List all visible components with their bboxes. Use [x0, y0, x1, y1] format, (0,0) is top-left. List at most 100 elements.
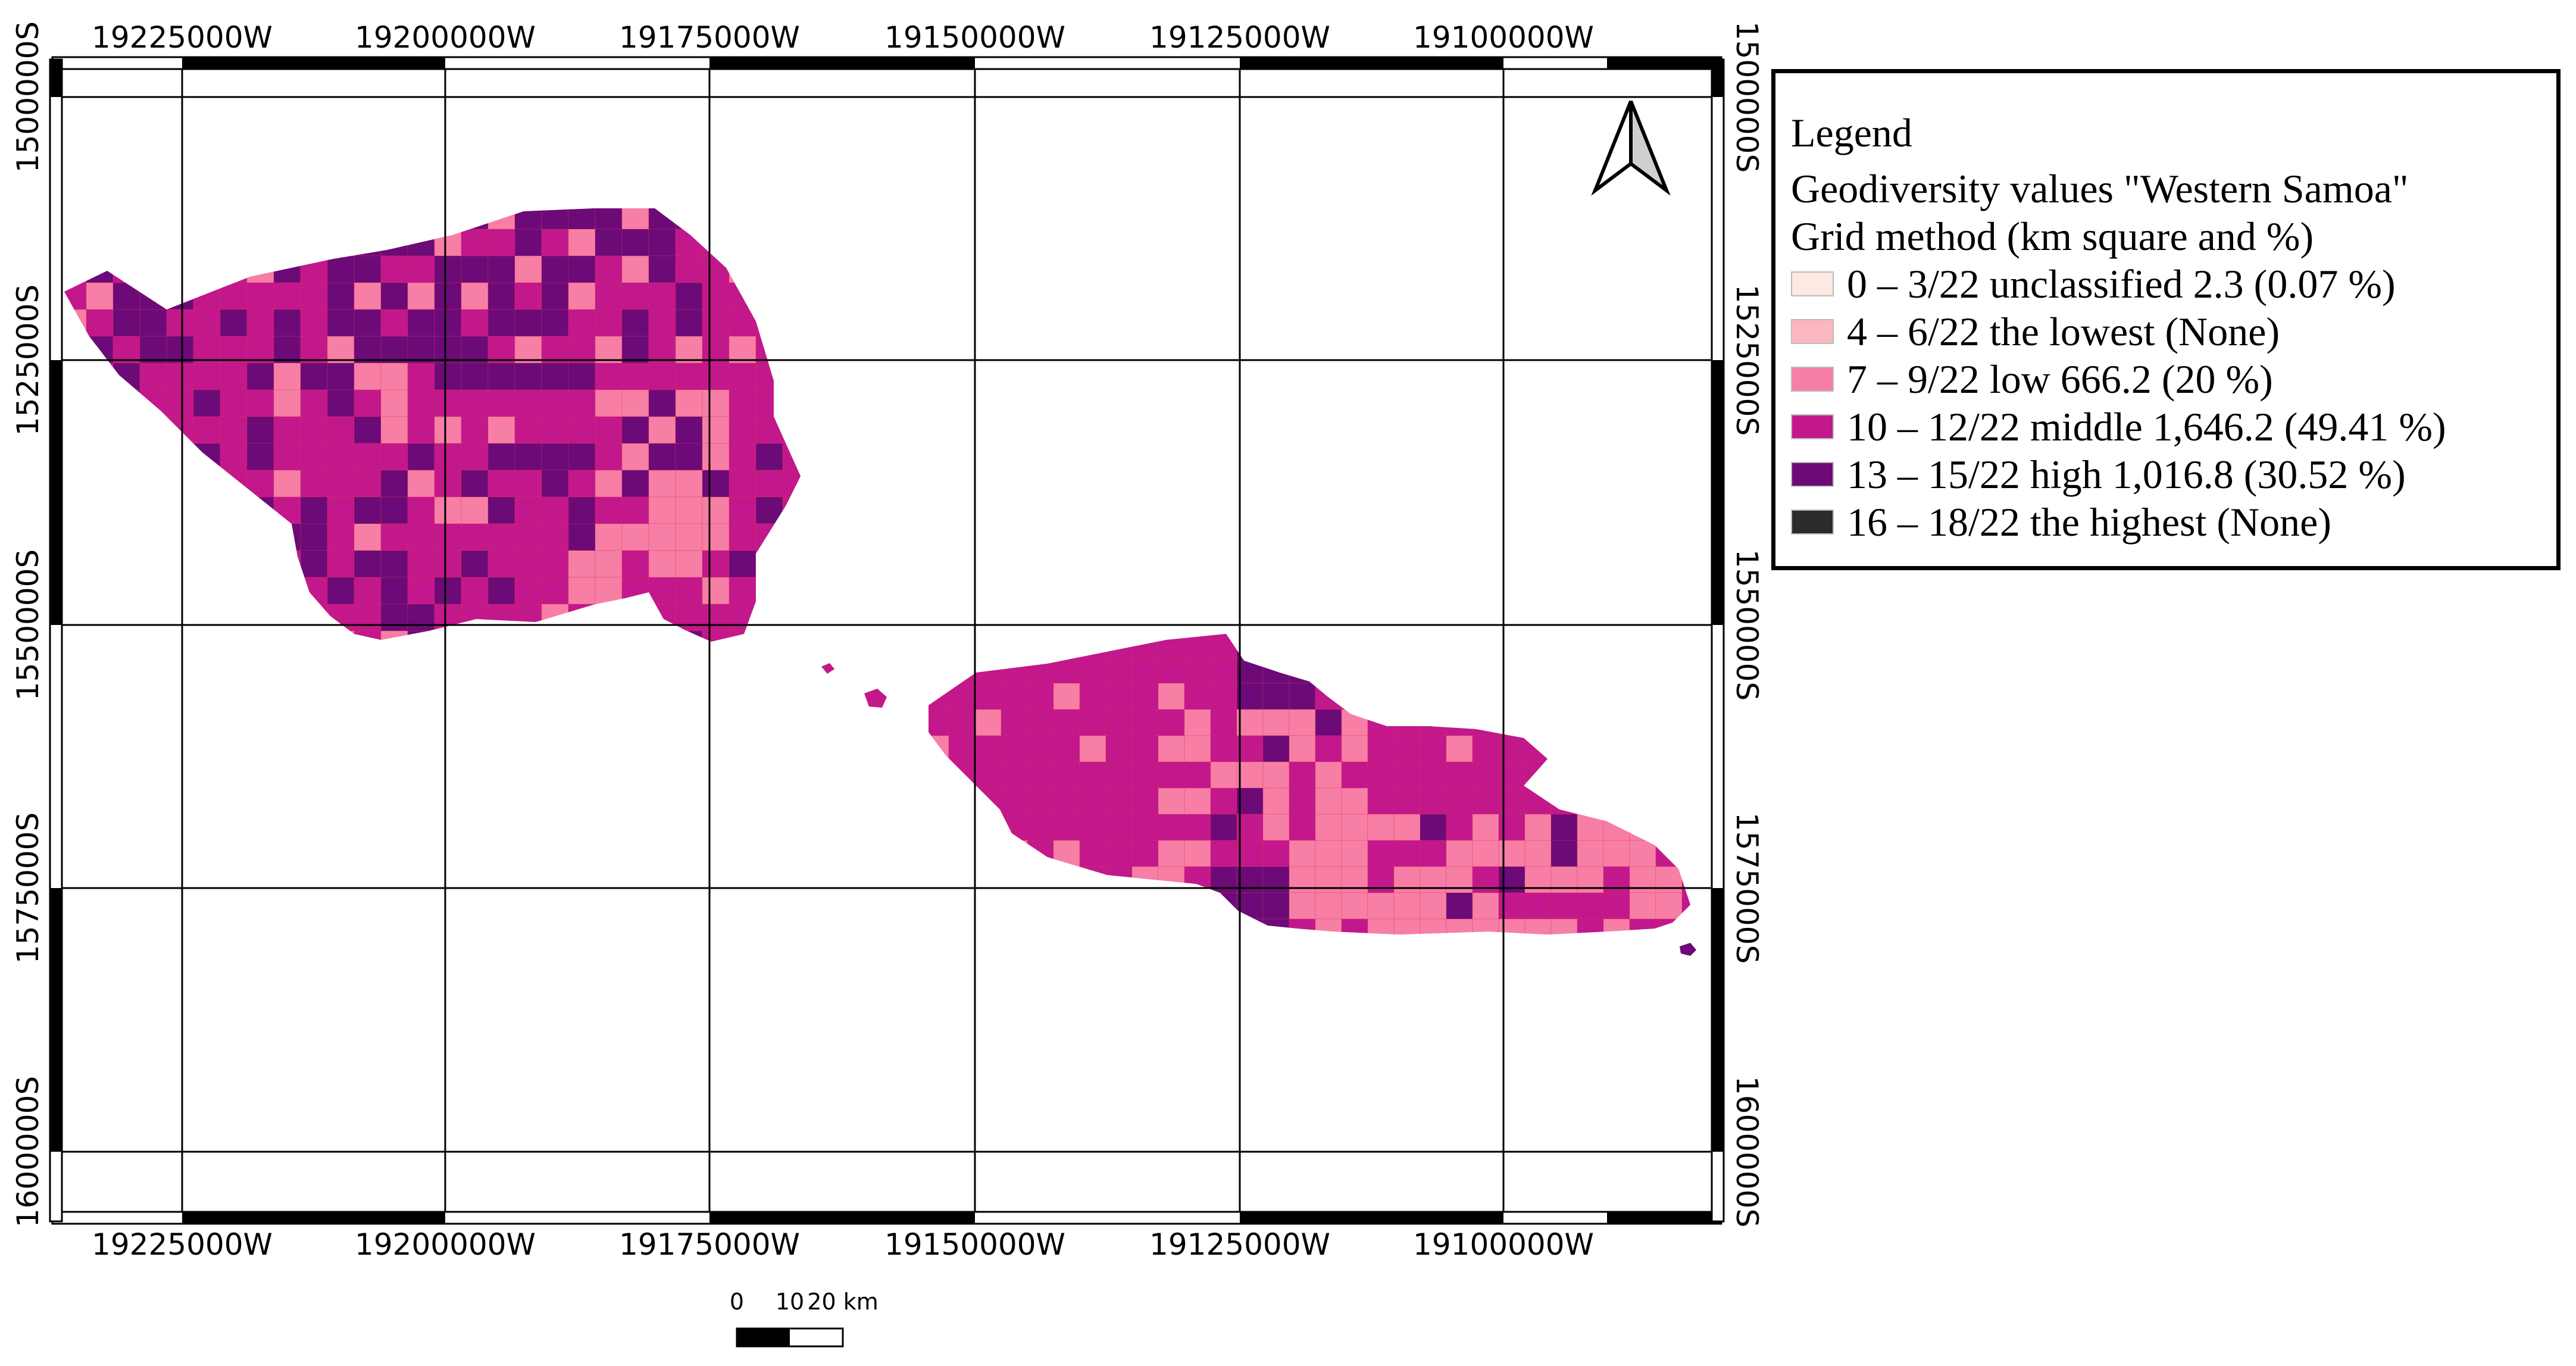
grid-cell: [1105, 814, 1133, 841]
grid-cell: [621, 443, 649, 471]
grid-cell: [273, 470, 301, 498]
scale-bar: 0 10 20 km: [730, 1289, 879, 1348]
grid-cell: [1131, 709, 1159, 736]
grid-cell: [929, 709, 949, 736]
grid-cell: [541, 208, 569, 230]
grid-cell: [139, 362, 167, 390]
grid-cell: [974, 761, 1002, 789]
grid-cell: [948, 709, 976, 736]
grid-cell: [675, 523, 703, 551]
grid-cell: [193, 362, 221, 390]
grid-cell: [380, 309, 408, 337]
grid-cell: [407, 523, 435, 551]
grid-cell: [1210, 683, 1237, 710]
grid-cell: [327, 416, 355, 444]
grid-cell: [1131, 787, 1159, 815]
grid-cell: [1393, 787, 1421, 815]
grid-cell: [648, 255, 676, 283]
grid-cell: [407, 604, 435, 632]
right-label: 1600000S: [1730, 1076, 1764, 1227]
grid-cell: [1446, 787, 1473, 815]
grid-cell: [1393, 918, 1421, 934]
grid-cell: [1027, 735, 1054, 762]
grid-cell: [380, 336, 408, 364]
grid-cell: [702, 362, 730, 390]
grid-cell: [461, 470, 489, 498]
grid-cell: [407, 496, 435, 524]
grid-cell: [1550, 892, 1578, 920]
legend-label: 16 – 18/22 the highest (None): [1847, 499, 2331, 545]
grid-cell: [675, 604, 703, 632]
grid-cell: [514, 336, 542, 364]
grid-cell: [487, 496, 515, 524]
top-label: 19150000W: [884, 20, 1065, 55]
grid-cell: [1420, 840, 1447, 867]
grid-cell: [1105, 840, 1133, 867]
legend-title: Geodiversity values "Western Samoa": [1791, 166, 2409, 211]
grid-cell: [648, 416, 676, 444]
grid-cell: [541, 389, 569, 417]
grid-cell: [1472, 814, 1499, 841]
grid-cell: [541, 336, 569, 364]
grid-cell: [568, 550, 596, 578]
grid-cell: [568, 282, 596, 310]
grid-cell: [273, 389, 301, 417]
grid-cell: [434, 309, 462, 337]
grid-cell: [1262, 787, 1290, 815]
grid-cell: [1341, 814, 1368, 841]
grid-cell: [1603, 840, 1630, 867]
legend: Legend Geodiversity values "Western Samo…: [1771, 69, 2561, 570]
grid-cell: [702, 523, 730, 551]
grid-cell: [729, 577, 756, 605]
grid-cell: [1210, 761, 1237, 789]
grid-cell: [380, 550, 408, 578]
grid-cell: [193, 416, 221, 444]
grid-cell: [1524, 840, 1552, 867]
grid-cell: [729, 470, 756, 498]
grid-cell: [1210, 709, 1237, 736]
legend-item: 7 – 9/22 low 666.2 (20 %): [1791, 355, 2556, 403]
grid-cell: [487, 309, 515, 337]
grid-cell: [514, 470, 542, 498]
grid-cell: [220, 336, 248, 364]
grid-cell: [380, 362, 408, 390]
grid-cell: [1184, 683, 1211, 710]
grid-cell: [407, 282, 435, 310]
grid-cell: [354, 470, 382, 498]
bottom-label: 19225000W: [92, 1227, 273, 1262]
grid-cell: [514, 416, 542, 444]
grid-cell: [621, 496, 649, 524]
grid-cell: [514, 550, 542, 578]
grid-cell: [1210, 657, 1237, 684]
grid-cell: [595, 443, 623, 471]
grid-cell: [327, 470, 355, 498]
top-label: 19100000W: [1413, 20, 1594, 55]
grid-cell: [1341, 761, 1368, 789]
grid-cell: [1236, 709, 1264, 736]
grid-cell: [1393, 761, 1421, 789]
grid-cell: [675, 496, 703, 524]
grid-cell: [541, 496, 569, 524]
grid-cell: [354, 550, 382, 578]
grid-cell: [407, 470, 435, 498]
scale-label: 20 km: [807, 1289, 878, 1315]
grid-cell: [702, 309, 730, 337]
grid-cell: [595, 550, 623, 578]
grid-cell: [220, 362, 248, 390]
grid-cell: [702, 336, 730, 364]
grid-cell: [354, 389, 382, 417]
grid-cell: [1079, 657, 1106, 684]
grid-cell: [300, 389, 328, 417]
grid-cell: [595, 282, 623, 310]
grid-cell: [702, 604, 730, 632]
grid-cell: [434, 362, 462, 390]
grid-cell: [1341, 735, 1368, 762]
grid-cell: [541, 255, 569, 283]
grid-cell: [434, 416, 462, 444]
grid-cell: [407, 577, 435, 605]
grid-cell: [1550, 918, 1578, 934]
grid-cell: [729, 416, 756, 444]
grid-cell: [1289, 814, 1316, 841]
grid-cell: [541, 362, 569, 390]
